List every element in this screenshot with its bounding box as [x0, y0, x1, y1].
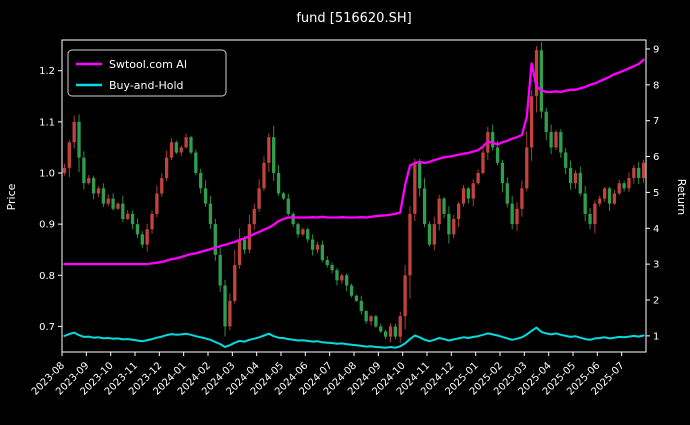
svg-text:7: 7	[653, 116, 659, 127]
svg-text:8: 8	[653, 80, 659, 91]
svg-text:5: 5	[653, 188, 659, 199]
svg-text:1: 1	[653, 331, 659, 342]
svg-text:1.0: 1.0	[39, 168, 55, 179]
right-axis-label: Return	[675, 179, 688, 216]
svg-text:1.1: 1.1	[39, 117, 55, 128]
svg-text:0.9: 0.9	[39, 220, 55, 231]
svg-text:0.8: 0.8	[39, 271, 55, 282]
legend-label-buyhold: Buy-and-Hold	[109, 79, 184, 92]
svg-text:4: 4	[653, 224, 659, 235]
candlestick-series	[62, 42, 646, 343]
svg-text:0.7: 0.7	[39, 322, 55, 333]
legend-box	[67, 49, 227, 97]
chart-title: fund [516620.SH]	[296, 11, 411, 26]
svg-text:6: 6	[653, 152, 659, 163]
svg-text:9: 9	[653, 44, 659, 55]
legend: Swtool.com AI Buy-and-Hold	[67, 49, 227, 97]
svg-text:3: 3	[653, 260, 659, 271]
line-series	[63, 58, 645, 349]
svg-text:2: 2	[653, 296, 659, 307]
svg-text:1.2: 1.2	[39, 66, 55, 77]
left-axis-label: Price	[5, 183, 18, 210]
legend-label-ai: Swtool.com AI	[109, 58, 187, 71]
